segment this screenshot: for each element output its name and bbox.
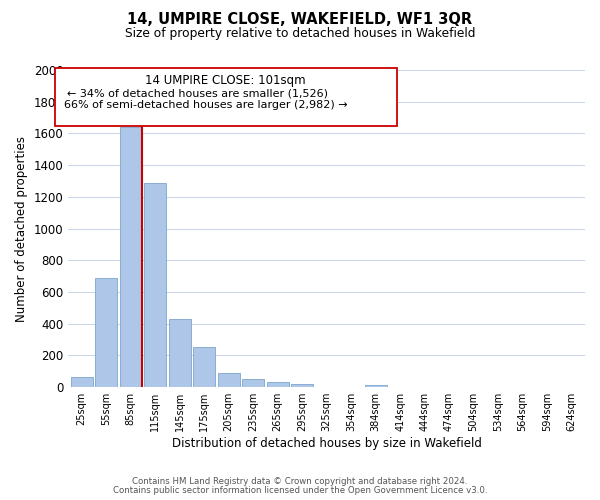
Bar xyxy=(169,319,191,387)
Bar xyxy=(144,184,166,387)
Text: 14 UMPIRE CLOSE: 101sqm: 14 UMPIRE CLOSE: 101sqm xyxy=(145,74,306,87)
Bar xyxy=(119,127,142,387)
Text: Contains public sector information licensed under the Open Government Licence v3: Contains public sector information licen… xyxy=(113,486,487,495)
Bar xyxy=(266,382,289,387)
Bar xyxy=(242,379,264,387)
Text: 66% of semi-detached houses are larger (2,982) →: 66% of semi-detached houses are larger (… xyxy=(64,100,347,110)
Y-axis label: Number of detached properties: Number of detached properties xyxy=(15,136,28,322)
Bar xyxy=(95,278,117,387)
Text: Size of property relative to detached houses in Wakefield: Size of property relative to detached ho… xyxy=(125,28,475,40)
Text: Contains HM Land Registry data © Crown copyright and database right 2024.: Contains HM Land Registry data © Crown c… xyxy=(132,477,468,486)
Bar xyxy=(193,347,215,387)
Bar xyxy=(71,377,92,387)
Text: 14, UMPIRE CLOSE, WAKEFIELD, WF1 3QR: 14, UMPIRE CLOSE, WAKEFIELD, WF1 3QR xyxy=(127,12,473,28)
Bar xyxy=(291,384,313,387)
Bar xyxy=(218,373,239,387)
Bar xyxy=(365,385,386,387)
X-axis label: Distribution of detached houses by size in Wakefield: Distribution of detached houses by size … xyxy=(172,437,482,450)
Text: ← 34% of detached houses are smaller (1,526): ← 34% of detached houses are smaller (1,… xyxy=(67,88,328,98)
